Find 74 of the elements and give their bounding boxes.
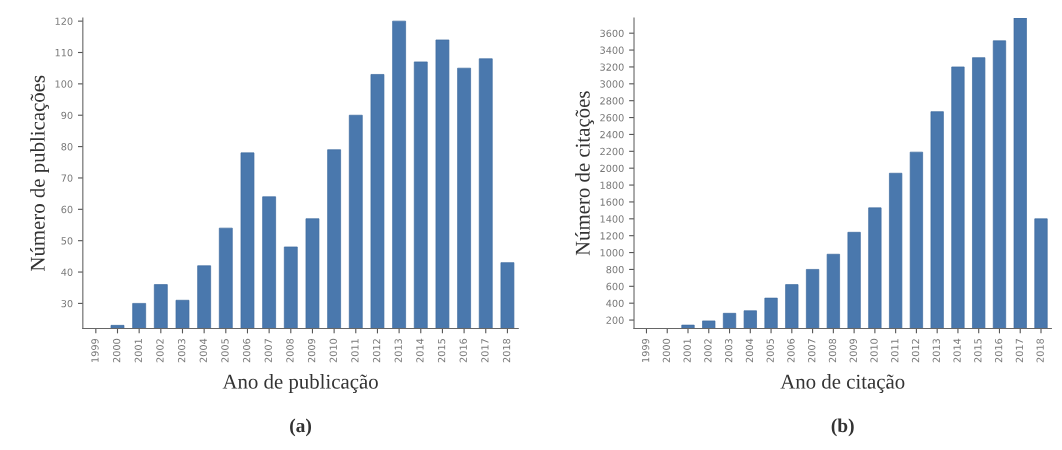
y-tick-label: 1600 <box>600 198 624 206</box>
x-axis-title: Ano de citação <box>780 374 905 393</box>
y-tick-label: 800 <box>606 265 624 274</box>
x-tick-label: 2003 <box>725 339 733 363</box>
y-tick-label: 200 <box>606 316 624 324</box>
x-tick-label: 2014 <box>416 338 424 363</box>
x-tick-label: 2009 <box>307 338 316 363</box>
x-tick-label: 2016 <box>459 338 467 363</box>
y-tick-label: 50 <box>61 237 73 245</box>
y-tick-label: 80 <box>61 143 73 151</box>
x-tick-label: 2007 <box>264 339 272 363</box>
y-tick-label: 120 <box>55 17 73 25</box>
x-tick-label: 2017 <box>1015 339 1024 363</box>
x-tick-label: 2013 <box>394 339 402 363</box>
x-tick-label: 2006 <box>242 338 251 363</box>
x-tick-label: 2004 <box>199 338 207 363</box>
x-tick-label: 2002 <box>704 339 712 363</box>
x-tick-label: 2001 <box>134 339 142 363</box>
x-tick-label: 2008 <box>828 338 837 363</box>
x-tick-label: 2012 <box>372 339 381 363</box>
y-tick-label: 2600 <box>600 114 624 122</box>
y-tick-label: 600 <box>606 282 624 291</box>
x-tick-label: 2018 <box>1036 338 1044 363</box>
x-tick-label: 2003 <box>177 339 186 363</box>
y-tick-label: 1800 <box>600 181 624 189</box>
x-tick-label: 2007 <box>808 339 816 363</box>
y-tick-label: 60 <box>61 205 73 214</box>
x-tick-label: 2011 <box>351 339 359 363</box>
y-tick-label: 110 <box>55 48 73 57</box>
x-tick-label: 2001 <box>683 339 691 363</box>
x-tick-label: 2014 <box>953 338 961 363</box>
x-tick-label: 2018 <box>502 338 511 363</box>
x-tick-label: 2010 <box>870 338 878 363</box>
y-tick-label: 30 <box>61 299 73 308</box>
x-tick-label: 2011 <box>891 339 899 363</box>
x-tick-label: 2000 <box>662 338 671 363</box>
y-tick-label: 3600 <box>600 29 624 38</box>
y-tick-label: 1000 <box>600 249 624 257</box>
y-tick-label: 2000 <box>600 164 624 173</box>
y-tick-label: 1200 <box>600 232 624 240</box>
y-tick-label: 1400 <box>600 215 624 223</box>
x-tick-label: 2015 <box>437 339 446 363</box>
x-tick-label: 2013 <box>932 339 940 363</box>
y-tick-label: 2200 <box>600 147 624 156</box>
x-tick-label: 2005 <box>766 339 774 363</box>
x-tick-label: 2002 <box>156 339 164 363</box>
y-tick-label: 100 <box>55 80 73 88</box>
text: (b) <box>831 418 854 437</box>
y-tick-label: 90 <box>61 111 73 120</box>
y-tick-label: 40 <box>61 268 73 276</box>
x-tick-label: 2016 <box>994 338 1003 363</box>
x-tick-label: 2012 <box>911 339 920 363</box>
x-tick-label: 2015 <box>974 339 982 363</box>
y-tick-label: 2800 <box>600 97 624 105</box>
x-axis-title: Ano de publicação <box>222 374 378 393</box>
x-tick-label: 1999 <box>91 338 99 362</box>
x-tick-label: 2004 <box>745 338 754 363</box>
text: (a) <box>290 418 312 437</box>
y-tick-label: 3200 <box>600 63 624 71</box>
y-tick-label: 2400 <box>600 130 624 139</box>
x-tick-label: 2010 <box>329 338 337 363</box>
x-tick-label: 2000 <box>112 338 121 363</box>
x-tick-label: 2005 <box>221 339 229 363</box>
y-tick-label: 3400 <box>600 46 624 54</box>
x-tick-label: 2008 <box>286 338 294 363</box>
y-tick-label: 3000 <box>600 80 624 88</box>
x-tick-label: 2017 <box>481 339 489 363</box>
y-tick-label: 70 <box>61 174 73 182</box>
y-axis-title: Número de citações <box>575 91 594 256</box>
y-axis-title: Número de publicações <box>30 75 49 271</box>
x-tick-label: 2009 <box>849 338 857 363</box>
x-tick-label: 1999 <box>641 338 650 362</box>
x-tick-label: 2006 <box>787 338 795 363</box>
y-tick-label: 400 <box>606 299 624 308</box>
